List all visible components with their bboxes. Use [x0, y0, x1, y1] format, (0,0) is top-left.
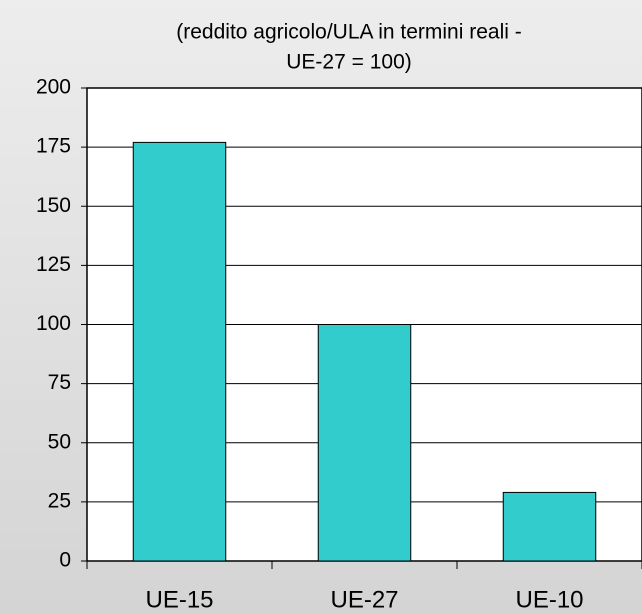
y-tick-label: 50 — [48, 430, 71, 453]
y-tick-label: 25 — [48, 489, 71, 512]
x-tick-label: UE-10 — [515, 586, 583, 613]
bar — [317, 324, 412, 562]
bar — [132, 141, 227, 562]
y-tick-label: 100 — [36, 312, 71, 335]
x-tick-label: UE-15 — [145, 586, 213, 613]
x-tick-label: UE-27 — [330, 586, 398, 613]
chart-title: UE-27 = 100) — [286, 51, 412, 74]
y-tick-label: 175 — [36, 135, 71, 158]
y-tick-label: 200 — [36, 76, 71, 99]
bar — [502, 491, 597, 562]
y-tick-label: 150 — [36, 194, 71, 217]
y-tick-label: 75 — [48, 371, 71, 394]
chart-title: (reddito agricolo/ULA in termini reali - — [176, 21, 521, 44]
y-tick-label: 0 — [59, 549, 71, 572]
y-tick-label: 125 — [36, 253, 71, 276]
